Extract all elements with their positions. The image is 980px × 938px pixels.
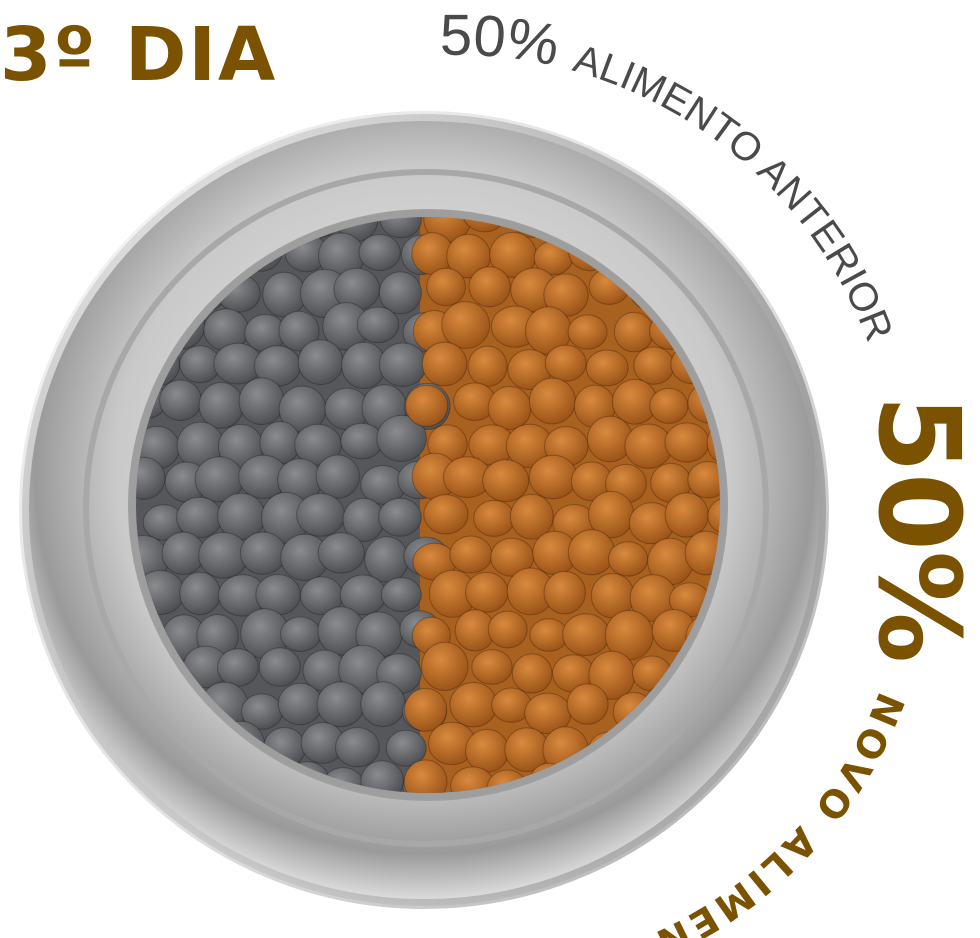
kibble-piece [566, 683, 609, 725]
kibble-piece [404, 687, 448, 732]
kibble-piece [487, 610, 528, 649]
kibble-piece [403, 759, 448, 793]
kibble-piece [482, 459, 530, 503]
kibble-piece [297, 339, 344, 386]
kibble-piece [649, 387, 689, 424]
kibble-piece [471, 649, 513, 685]
new-food-percent: 50% [853, 395, 980, 663]
kibble-piece [238, 377, 285, 426]
kibble-piece [335, 727, 380, 768]
kibble-piece [511, 653, 553, 694]
kibble-piece [421, 641, 469, 691]
kibble-piece [567, 529, 616, 576]
kibble-piece [528, 377, 576, 425]
kibble-piece [528, 454, 578, 500]
kibble-piece [161, 531, 206, 575]
kibble-piece [544, 344, 587, 382]
kibble-piece [473, 499, 516, 537]
kibble-piece [136, 456, 166, 500]
day-title: 3º DIA [0, 12, 278, 98]
kibble-piece [468, 266, 511, 308]
kibble-piece [707, 497, 720, 535]
kibble-piece [358, 234, 401, 271]
kibble-piece [380, 577, 422, 613]
kibble-piece [467, 345, 508, 387]
kibble-piece [487, 385, 532, 431]
kibble-piece [385, 729, 427, 767]
bowl-rim-shine [19, 111, 829, 909]
kibble-piece [426, 267, 467, 307]
kibble-piece [664, 422, 710, 463]
kibble-piece [449, 682, 498, 728]
kibble-piece [633, 346, 675, 385]
kibble-piece [277, 682, 323, 726]
kibble-piece [317, 532, 365, 574]
kibble-piece [509, 493, 554, 540]
kibble-piece [159, 379, 202, 422]
kibble-piece [296, 493, 346, 537]
kibble-piece [562, 613, 610, 657]
kibble-piece [356, 306, 400, 344]
kibble-piece [239, 531, 287, 575]
kibble-piece [217, 648, 259, 687]
kibble-piece [465, 571, 509, 613]
kibble-piece [360, 681, 406, 728]
kibble-piece [179, 571, 221, 616]
kibble-piece [198, 382, 245, 429]
kibble-piece [405, 384, 449, 427]
kibble-piece [449, 535, 493, 574]
kibble-piece [378, 497, 422, 537]
kibble-piece [543, 570, 586, 615]
kibble-piece [315, 454, 360, 499]
kibble-piece [607, 541, 649, 577]
kibble-piece [664, 492, 709, 538]
kibble-piece [280, 616, 322, 653]
kibble-piece [710, 217, 720, 239]
kibble-piece [567, 314, 608, 350]
bowl-rim-groove [83, 169, 769, 847]
food-area [136, 217, 720, 793]
kibble-piece [421, 341, 468, 387]
kibble-piece [278, 310, 320, 352]
kibble-piece [423, 494, 469, 535]
kibble-piece [585, 349, 629, 387]
kibble-piece [378, 271, 422, 315]
kibble-piece [376, 414, 427, 462]
previous-food-percent: 50% [440, 3, 564, 79]
kibble-piece [378, 342, 427, 387]
kibble-piece [262, 271, 307, 318]
kibble-piece [441, 301, 491, 349]
kibble-piece [613, 311, 655, 353]
kibble-piece [316, 681, 365, 728]
kibble-piece [364, 536, 410, 583]
kibble-piece [465, 728, 510, 773]
kibble-piece [258, 647, 301, 687]
